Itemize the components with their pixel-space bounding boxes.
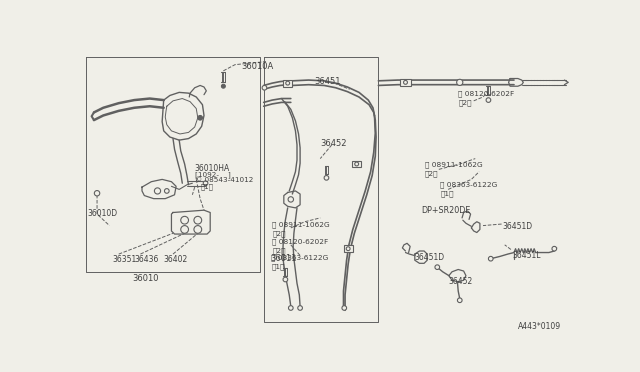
Bar <box>344 245 353 252</box>
Circle shape <box>355 162 358 166</box>
Text: 36351: 36351 <box>113 255 137 264</box>
Circle shape <box>221 84 225 88</box>
Circle shape <box>346 247 350 251</box>
Text: DP+SR20DE: DP+SR20DE <box>421 206 470 215</box>
Text: Ⓑ 08120-6202F
（2）: Ⓑ 08120-6202F （2） <box>458 91 515 106</box>
Circle shape <box>298 306 303 310</box>
Text: [1092-    ]: [1092- ] <box>195 171 230 178</box>
Circle shape <box>262 86 267 90</box>
Circle shape <box>458 298 462 302</box>
Bar <box>401 78 410 86</box>
Text: ⓝ 08911-1062G
（2）: ⓝ 08911-1062G （2） <box>425 162 483 177</box>
Text: Ⓑ 08120-6202F
（2）: Ⓑ 08120-6202F （2） <box>272 239 328 254</box>
Text: 36451: 36451 <box>314 77 340 86</box>
Circle shape <box>486 98 491 102</box>
Circle shape <box>324 176 329 180</box>
Text: 36011: 36011 <box>271 254 297 263</box>
Circle shape <box>342 306 347 310</box>
Circle shape <box>289 306 293 310</box>
Text: Ⓢ 08363-6122G
（1）: Ⓢ 08363-6122G （1） <box>440 182 498 197</box>
Text: Ⓢ 08363-6122G
（1）: Ⓢ 08363-6122G （1） <box>271 255 329 270</box>
Text: ⓝ 08911-1062G
（2）: ⓝ 08911-1062G （2） <box>272 222 330 237</box>
Text: 36010D: 36010D <box>88 209 118 218</box>
Text: 36010: 36010 <box>132 274 159 283</box>
Circle shape <box>180 225 189 233</box>
Text: 36010HA: 36010HA <box>195 164 230 173</box>
Circle shape <box>283 277 288 282</box>
Circle shape <box>164 189 169 193</box>
Circle shape <box>288 197 294 202</box>
Circle shape <box>154 188 161 194</box>
Circle shape <box>404 80 408 84</box>
Circle shape <box>488 256 493 261</box>
Text: 36451L: 36451L <box>513 251 541 260</box>
Text: © 08543-41012: © 08543-41012 <box>195 177 253 183</box>
Circle shape <box>94 190 100 196</box>
Circle shape <box>180 217 189 224</box>
Circle shape <box>286 81 290 85</box>
Circle shape <box>552 246 557 251</box>
Bar <box>284 80 292 87</box>
Text: A443*0109: A443*0109 <box>518 322 561 331</box>
Text: 36451D: 36451D <box>502 222 532 231</box>
Circle shape <box>194 217 202 224</box>
Circle shape <box>435 265 440 269</box>
Text: （1）: （1） <box>201 183 214 190</box>
Text: 36451D: 36451D <box>415 253 445 262</box>
Bar <box>352 161 362 167</box>
Circle shape <box>194 225 202 233</box>
Circle shape <box>204 181 208 186</box>
Text: 36452: 36452 <box>449 277 473 286</box>
Circle shape <box>198 115 202 120</box>
Text: 36436: 36436 <box>134 255 159 264</box>
Text: 36452: 36452 <box>320 139 347 148</box>
Text: 36010A: 36010A <box>241 62 273 71</box>
Text: 36402: 36402 <box>164 255 188 264</box>
Circle shape <box>457 79 463 86</box>
